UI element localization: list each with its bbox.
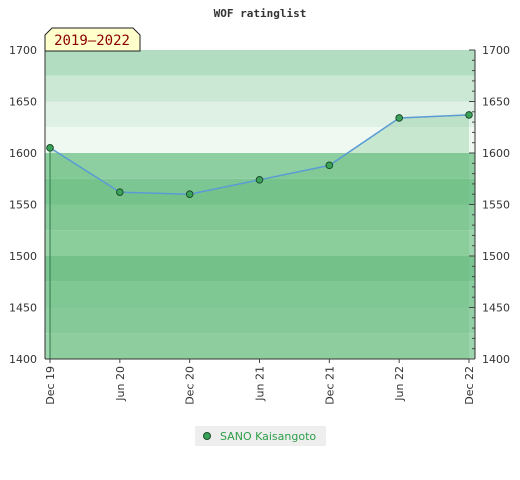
background-bands <box>45 50 475 359</box>
background-band <box>45 127 475 153</box>
period-badge-shape <box>44 27 141 52</box>
period-badge: 2019–2022 <box>44 27 141 52</box>
y-tick-label-left: 1400 <box>9 353 37 366</box>
y-tick-label-left: 1650 <box>9 96 37 109</box>
y-tick-label-right: 1700 <box>482 44 510 57</box>
y-tick-label-right: 1400 <box>482 353 510 366</box>
data-point <box>395 114 403 122</box>
y-tick-label-right: 1550 <box>482 199 510 212</box>
chart-title: WOF ratinglist <box>214 7 307 20</box>
background-band <box>45 230 475 256</box>
data-point <box>46 144 54 152</box>
y-tick-label-right: 1500 <box>482 250 510 263</box>
data-point <box>185 190 194 198</box>
data-point <box>116 188 124 196</box>
legend[interactable]: SANO Kaisangoto <box>195 426 326 446</box>
background-band <box>45 50 475 76</box>
period-label: 2019–2022 <box>54 33 130 49</box>
y-tick-label-right: 1650 <box>482 96 510 109</box>
data-markers <box>46 111 473 198</box>
x-tick-label: Jun 20 <box>114 366 127 402</box>
x-tick-label: Dec 22 <box>463 366 476 405</box>
background-band <box>45 256 475 282</box>
background-band <box>45 75 475 102</box>
x-tick-label: Dec 21 <box>323 366 336 405</box>
background-band <box>45 153 475 179</box>
axes: 1400 1400 1450 1450 1500 1500 1550 1550 1600 1600… <box>9 44 510 405</box>
legend-box <box>195 426 326 446</box>
data-point <box>325 161 334 170</box>
y-tick-label-left: 1500 <box>9 250 37 263</box>
y-tick-label-right: 1450 <box>482 302 510 315</box>
y-tick-label-left: 1450 <box>9 302 37 315</box>
background-band <box>45 281 475 308</box>
background-band <box>45 101 475 128</box>
x-tick-label: Dec 20 <box>184 366 197 405</box>
legend-label: SANO Kaisangoto <box>220 430 316 443</box>
x-tick-label: Jun 21 <box>254 366 267 402</box>
data-point <box>465 111 473 119</box>
legend-marker <box>203 432 211 440</box>
x-tick-label: Dec 19 <box>44 366 57 405</box>
y-tick-label-left: 1700 <box>9 44 37 57</box>
area-fill <box>50 114 469 360</box>
y-tick-label-right: 1600 <box>482 147 510 160</box>
background-band <box>45 204 475 231</box>
x-tick-label: Jun 22 <box>393 366 406 402</box>
data-point <box>255 175 264 184</box>
y-tick-label-left: 1550 <box>9 199 37 212</box>
background-band <box>45 307 475 334</box>
background-band <box>45 333 475 359</box>
y-tick-label-left: 1600 <box>9 147 37 160</box>
